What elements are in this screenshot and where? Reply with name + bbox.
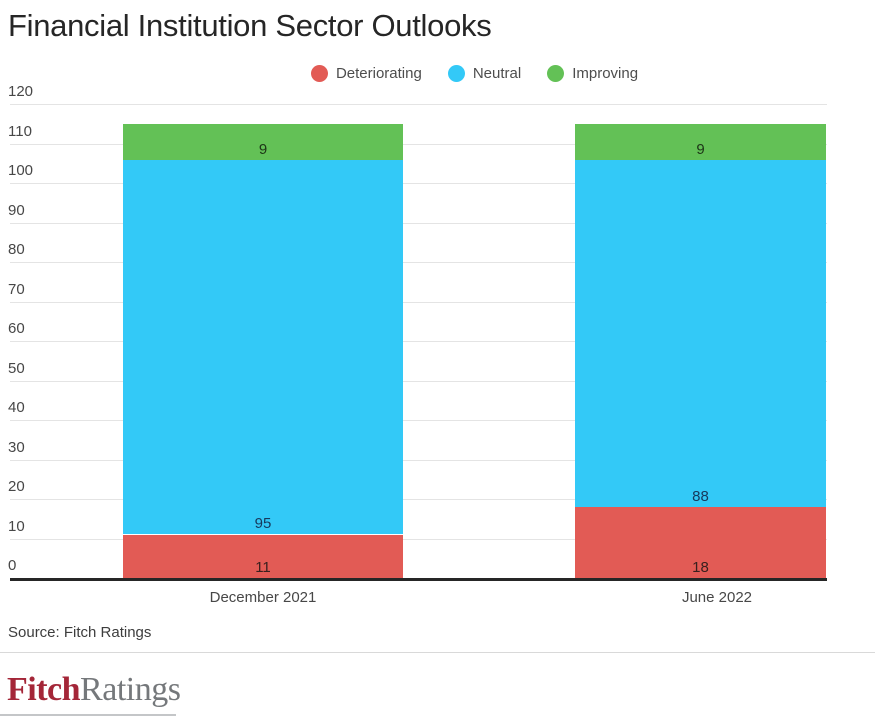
- x-axis-label-2: June 2022: [681, 589, 753, 606]
- y-gridline-10: [10, 539, 827, 540]
- legend-label: Deteriorating: [335, 64, 422, 82]
- legend: Deteriorating Neutral Improving: [37, 61, 875, 85]
- source-note: Source: Fitch Ratings: [8, 624, 152, 641]
- y-gridline-90: [10, 223, 827, 224]
- y-axis-tick-60: 60: [8, 320, 25, 337]
- legend-dot-icon: [547, 64, 565, 82]
- y-axis-tick-20: 20: [8, 478, 25, 495]
- x-axis-label-1: December 2021: [209, 589, 317, 606]
- y-gridline-120: [10, 104, 827, 105]
- y-gridline-80: [10, 262, 827, 263]
- legend-dot-icon: [310, 64, 328, 82]
- bar-segment-deteriorating-1: 11: [123, 535, 403, 578]
- bar-segment-improving-1: 9: [123, 124, 403, 160]
- y-axis-tick-30: 30: [8, 439, 25, 456]
- legend-item-neutral: Neutral: [447, 64, 522, 82]
- y-gridline-50: [10, 381, 827, 382]
- legend-item-deteriorating: Deteriorating: [310, 64, 422, 82]
- value-label-improving-1: 9: [258, 141, 268, 158]
- y-gridline-20: [10, 499, 827, 500]
- y-axis-tick-40: 40: [8, 399, 25, 416]
- y-axis-tick-90: 90: [8, 202, 25, 219]
- legend-item-improving: Improving: [547, 64, 639, 82]
- y-axis-tick-70: 70: [8, 281, 25, 298]
- footer-divider: [0, 652, 875, 653]
- legend-label: Improving: [572, 64, 639, 82]
- y-axis-tick-50: 50: [8, 360, 25, 377]
- y-gridline-40: [10, 420, 827, 421]
- value-label-neutral-2: 88: [692, 488, 709, 505]
- chart-title: Financial Institution Sector Outlooks: [8, 8, 492, 43]
- fitch-ratings-logo: FitchRatings: [7, 671, 181, 709]
- x-axis-line: [10, 578, 827, 581]
- y-axis-tick-80: 80: [8, 241, 25, 258]
- y-gridline-60: [10, 341, 827, 342]
- bar-segment-neutral-1: 95: [123, 159, 403, 534]
- y-gridline-30: [10, 460, 827, 461]
- y-gridline-110: [10, 144, 827, 145]
- value-label-deteriorating-1: 11: [255, 559, 271, 576]
- value-label-neutral-1: 95: [254, 515, 272, 532]
- y-gridline-100: [10, 183, 827, 184]
- logo-underline: [0, 714, 176, 716]
- y-axis-tick-120: 120: [8, 83, 34, 100]
- bar-segment-neutral-2: 88: [575, 159, 826, 507]
- value-label-improving-2: 9: [696, 141, 705, 158]
- bar-segment-deteriorating-2: 18: [575, 507, 826, 578]
- y-axis-tick-110: 110: [8, 123, 32, 140]
- legend-dot-icon: [447, 64, 465, 82]
- logo-fitch-text: Fitch: [7, 671, 81, 708]
- bar-segment-improving-2: 9: [575, 124, 826, 160]
- y-axis-tick-10: 10: [8, 518, 25, 535]
- y-axis-tick-100: 100: [8, 162, 34, 179]
- logo-ratings-text: Ratings: [80, 671, 181, 708]
- legend-label: Neutral: [472, 64, 522, 82]
- value-label-deteriorating-2: 18: [692, 559, 709, 576]
- y-gridline-70: [10, 302, 827, 303]
- y-axis-tick-0: 0: [8, 557, 17, 574]
